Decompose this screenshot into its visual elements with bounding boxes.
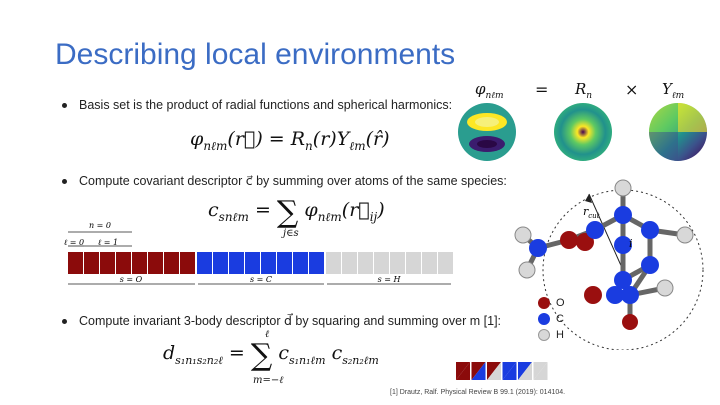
- mini-cell-lower: [456, 362, 470, 380]
- bullet-dot: [62, 103, 67, 109]
- bar-cell: [84, 252, 99, 274]
- bullet-basis: Basis set is the product of radial funct…: [62, 98, 452, 112]
- bar-cell: [68, 252, 83, 274]
- l1-label: ℓ = 1: [98, 238, 118, 247]
- covariant-equation: csnℓm = ∑ φnℓm(r⃗ij): [208, 195, 385, 230]
- legend-swatch-h: [538, 329, 550, 341]
- equals-sign: =: [535, 80, 549, 99]
- bar-cell: [197, 252, 212, 274]
- bar-cell: [438, 252, 453, 274]
- reference: [1] Drautz, Ralf. Physical Review B 99.1…: [390, 389, 566, 396]
- invariant-equation: ds₁n₁s₂n₂ℓ = ∑ cs₁n₁ℓm cs₂n₂ℓm: [163, 338, 379, 373]
- bar-cell: [261, 252, 276, 274]
- mini-cell-lower: [533, 362, 548, 380]
- cutoff-radius: [588, 193, 624, 271]
- bar-cell: [326, 252, 341, 274]
- bar-cell: [164, 252, 179, 274]
- mini-cells: [456, 362, 548, 380]
- sum-lower-limit: m=−ℓ: [253, 375, 284, 386]
- bar-cell: [342, 252, 357, 274]
- cutoff-label: rcut: [583, 205, 600, 220]
- bar-cell: [245, 252, 260, 274]
- legend-item-h: H: [538, 329, 565, 341]
- species-c-label: s = C: [250, 275, 272, 284]
- l0-label: ℓ = 0: [64, 238, 84, 247]
- bar-cell: [309, 252, 324, 274]
- bar-cells: [68, 252, 453, 274]
- times-sign: ×: [625, 80, 639, 99]
- bullet-dot: [62, 319, 67, 325]
- mini-cell-lower: [487, 362, 501, 380]
- invariant-bar: [456, 362, 548, 380]
- sum-upper-limit: ℓ: [265, 329, 270, 340]
- phi-sphere: [458, 103, 516, 161]
- basis-spheres: [458, 103, 707, 161]
- sum-subscript: j∈s: [283, 228, 299, 239]
- bar-cell: [213, 252, 228, 274]
- bar-cell: [100, 252, 115, 274]
- legend-item-c: C: [538, 313, 565, 325]
- bar-cell: [132, 252, 147, 274]
- bar-cell: [390, 252, 405, 274]
- bar-cell: [116, 252, 131, 274]
- bar-cell: [148, 252, 163, 274]
- mini-cell-lower: [471, 362, 486, 380]
- radial-header: Rn: [575, 80, 593, 101]
- bar-cell: [180, 252, 195, 274]
- bar-cell: [374, 252, 389, 274]
- harmonic-sphere: [649, 103, 707, 161]
- descriptor-bar: n = 0 ℓ = 0 ℓ = 1 s = O s = C s = H: [64, 221, 453, 285]
- bullet-invariant: Compute invariant 3-body descriptor d⃗ b…: [62, 313, 501, 328]
- legend-swatch-o: [538, 297, 550, 309]
- bar-cell: [358, 252, 373, 274]
- legend: O C H: [538, 297, 565, 341]
- cutoff-arrowhead: [585, 194, 592, 203]
- bar-cell: [406, 252, 421, 274]
- basis-equation: φnℓm(r⃗) = Rn(r)Yℓm(r̂): [190, 128, 390, 153]
- bar-cell: [277, 252, 292, 274]
- bullet-covariant: Compute covariant descriptor c⃗ by summi…: [62, 173, 507, 188]
- bar-cell: [422, 252, 437, 274]
- radial-sphere: [554, 103, 612, 161]
- center-atom-label: i: [629, 237, 633, 250]
- n-label: n = 0: [89, 221, 111, 230]
- legend-swatch-c: [538, 313, 550, 325]
- mini-cell-lower: [518, 362, 532, 380]
- atoms: [514, 179, 694, 330]
- harmonic-header: Yℓm: [662, 80, 685, 101]
- phi-header: φnℓm: [475, 80, 504, 101]
- species-h-label: s = H: [378, 275, 402, 284]
- species-o-label: s = O: [120, 275, 143, 284]
- molecule-diagram: rcut i: [514, 179, 704, 350]
- bar-cell: [293, 252, 308, 274]
- bar-cell: [229, 252, 244, 274]
- legend-item-o: O: [538, 297, 565, 309]
- slide-title: Describing local environments: [55, 38, 456, 71]
- mini-cell-lower: [502, 362, 517, 380]
- bullet-dot: [62, 179, 67, 185]
